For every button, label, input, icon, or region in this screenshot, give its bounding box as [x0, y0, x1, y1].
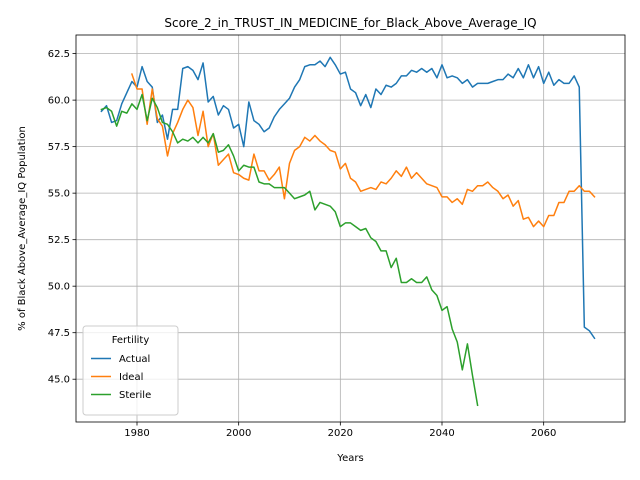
x-axis-title: Years [336, 453, 363, 464]
y-tick-label: 45.0 [48, 375, 70, 386]
x-axis-ticks: 1980 2000 2020 2040 2060 [124, 422, 556, 439]
legend-title: Fertility [112, 335, 150, 346]
x-tick-label: 2000 [226, 428, 251, 439]
y-tick-label: 62.5 [48, 49, 70, 60]
plot-frame [75, 34, 626, 423]
legend: Fertility Actual Ideal Sterile [82, 325, 179, 416]
x-tick-label: 2020 [328, 428, 353, 439]
y-axis-ticks: 45.0 47.5 50.0 52.5 55.0 57.5 60.0 62.5 [48, 49, 76, 386]
x-tick-label: 1980 [124, 428, 149, 439]
x-tick-label: 2060 [531, 428, 556, 439]
legend-label-sterile: Sterile [119, 390, 151, 401]
legend-label-actual: Actual [119, 354, 150, 365]
y-tick-label: 50.0 [48, 282, 70, 293]
y-axis-title: % of Black Above_Average_IQ Population [17, 126, 28, 331]
chart-title: Score_2_in_TRUST_IN_MEDICINE_for_Black_A… [164, 16, 536, 30]
y-tick-label: 52.5 [48, 235, 70, 246]
legend-box [82, 325, 179, 416]
series-lines [100, 56, 596, 407]
y-tick-label: 57.5 [48, 142, 70, 153]
legend-label-ideal: Ideal [119, 372, 143, 383]
series-line-actual [100, 56, 596, 340]
y-tick-label: 60.0 [48, 96, 70, 107]
y-tick-label: 47.5 [48, 328, 70, 339]
series-line-sterile [100, 93, 479, 407]
series-line-ideal [130, 73, 596, 228]
x-tick-label: 2040 [429, 428, 454, 439]
legend-items: Actual Ideal Sterile [91, 354, 151, 401]
y-tick-label: 55.0 [48, 189, 70, 200]
